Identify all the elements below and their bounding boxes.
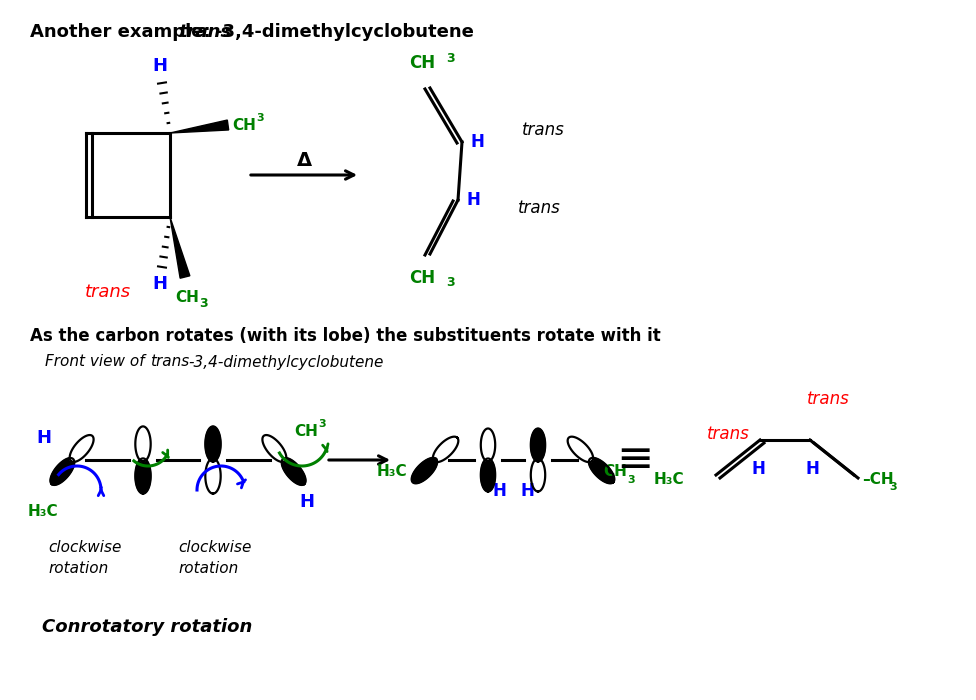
Polygon shape: [412, 458, 437, 483]
Polygon shape: [51, 458, 74, 485]
Text: H: H: [805, 460, 819, 478]
Text: trans: trans: [707, 425, 750, 443]
Text: CH: CH: [603, 465, 627, 480]
Polygon shape: [205, 458, 221, 493]
Text: -3,4-dimethylcyclobutene: -3,4-dimethylcyclobutene: [188, 354, 384, 370]
Polygon shape: [263, 435, 286, 462]
Text: 3: 3: [627, 475, 634, 485]
Text: H: H: [467, 191, 481, 209]
Polygon shape: [531, 458, 546, 491]
Text: trans: trans: [178, 23, 231, 41]
Text: trans: trans: [85, 283, 131, 301]
Text: CH: CH: [232, 118, 256, 132]
Polygon shape: [433, 437, 459, 462]
Polygon shape: [282, 458, 305, 485]
Text: 3: 3: [256, 113, 264, 123]
Text: CH: CH: [294, 424, 318, 440]
Text: H: H: [471, 133, 485, 151]
Text: H: H: [752, 460, 765, 478]
Polygon shape: [531, 428, 546, 461]
Text: H₃C: H₃C: [377, 465, 407, 480]
Text: 3: 3: [889, 482, 897, 492]
Text: trans: trans: [806, 390, 849, 408]
Text: H₃C: H₃C: [28, 505, 59, 519]
Text: Front view of: Front view of: [45, 354, 149, 370]
Text: 3: 3: [199, 297, 208, 310]
Text: 3: 3: [318, 419, 326, 429]
Text: trans: trans: [150, 354, 189, 370]
Polygon shape: [481, 458, 495, 491]
Text: H: H: [520, 482, 534, 500]
Text: H: H: [36, 429, 52, 447]
Text: H₃C: H₃C: [653, 473, 684, 487]
Polygon shape: [136, 426, 150, 461]
Text: H: H: [492, 482, 506, 500]
Text: H: H: [299, 493, 314, 511]
Text: CH: CH: [409, 269, 435, 287]
Polygon shape: [69, 435, 94, 462]
Text: clockwise
rotation: clockwise rotation: [178, 540, 252, 576]
Polygon shape: [589, 458, 614, 483]
Text: Another example:: Another example:: [30, 23, 217, 41]
Text: 3: 3: [446, 52, 455, 65]
Text: trans: trans: [518, 199, 561, 217]
Text: H: H: [152, 275, 168, 293]
Polygon shape: [170, 120, 228, 133]
Text: –CH: –CH: [862, 473, 894, 487]
Text: ≡: ≡: [617, 438, 654, 482]
Text: CH: CH: [175, 290, 199, 305]
Text: H: H: [152, 57, 168, 75]
Text: trans: trans: [522, 121, 565, 139]
Text: clockwise
rotation: clockwise rotation: [48, 540, 121, 576]
Polygon shape: [205, 426, 221, 461]
Text: Conrotatory rotation: Conrotatory rotation: [42, 618, 253, 636]
Text: -3,4-dimethylcyclobutene: -3,4-dimethylcyclobutene: [215, 23, 474, 41]
Polygon shape: [136, 458, 150, 493]
Polygon shape: [568, 437, 593, 462]
Text: CH: CH: [409, 54, 435, 72]
Text: Δ: Δ: [297, 150, 311, 169]
Polygon shape: [481, 428, 495, 461]
Text: 3: 3: [446, 276, 455, 289]
Text: As the carbon rotates (with its lobe) the substituents rotate with it: As the carbon rotates (with its lobe) th…: [30, 327, 661, 345]
Polygon shape: [170, 217, 190, 278]
